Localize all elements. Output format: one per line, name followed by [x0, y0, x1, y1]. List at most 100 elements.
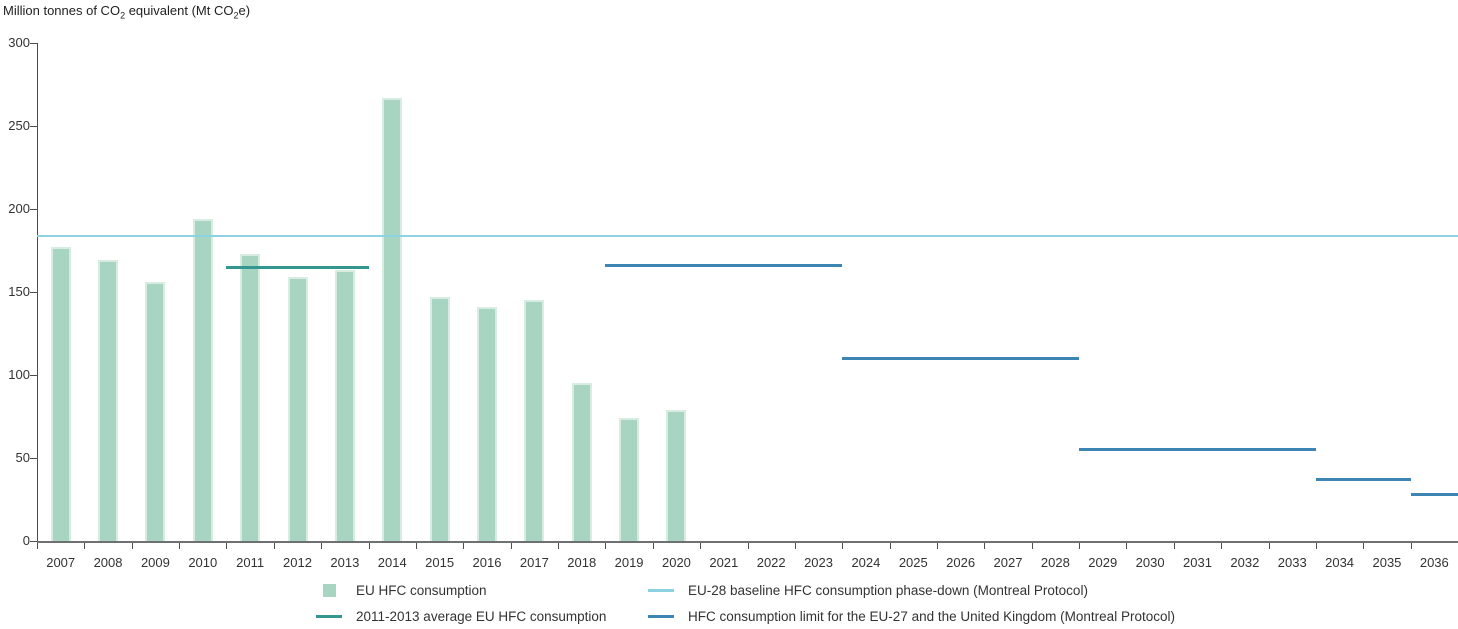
bar-2008	[98, 260, 119, 541]
legend-label: HFC consumption limit for the EU-27 and …	[688, 609, 1175, 624]
x-tick-label-2020: 2020	[661, 555, 691, 570]
line-hfc-consumption-limit-segment	[1410, 493, 1458, 497]
y-tick-mark	[30, 541, 37, 542]
y-tick-label-200: 200	[8, 201, 30, 216]
legend-column-right: EU-28 baseline HFC consumption phase-dow…	[648, 582, 1175, 625]
x-tick-mark	[605, 543, 607, 549]
x-tick-mark	[37, 543, 38, 549]
bar-2007	[50, 247, 71, 541]
legend-label: EU HFC consumption	[356, 583, 487, 598]
line-average-2011-2013-segment	[226, 265, 369, 269]
chart-title: Million tonnes of CO2 equivalent (Mt CO2…	[3, 3, 250, 21]
x-tick-label-2015: 2015	[425, 555, 455, 570]
x-tick-mark	[1173, 543, 1175, 549]
legend-marker-wrap	[316, 615, 342, 618]
x-tick-label-2010: 2010	[188, 555, 218, 570]
bar-swatch-icon	[322, 584, 336, 597]
x-tick-mark	[652, 543, 654, 549]
x-tick-label-2033: 2033	[1277, 555, 1307, 570]
line-swatch-icon	[316, 615, 342, 618]
y-tick-label-250: 250	[8, 118, 30, 133]
x-tick-label-2019: 2019	[614, 555, 644, 570]
legend-marker-wrap	[648, 615, 674, 618]
x-tick-mark	[226, 543, 228, 549]
x-tick-label-2024: 2024	[851, 555, 881, 570]
x-tick-label-2027: 2027	[993, 555, 1023, 570]
y-tick-label-100: 100	[8, 367, 30, 382]
legend-item-eu-hfc-consumption: EU HFC consumption	[316, 582, 648, 599]
x-tick-label-2035: 2035	[1372, 555, 1402, 570]
x-tick-mark	[510, 543, 512, 549]
x-tick-label-2031: 2031	[1183, 555, 1212, 570]
y-axis-line	[37, 43, 38, 541]
y-tick-mark	[30, 458, 37, 459]
x-axis-line	[37, 541, 1458, 543]
bar-2016	[476, 306, 497, 541]
y-tick-label-300: 300	[8, 35, 30, 50]
line-eu28-baseline-phase-down-segment	[37, 234, 1458, 237]
x-tick-mark	[1079, 543, 1081, 549]
x-tick-mark	[794, 543, 796, 549]
bar-2017	[524, 300, 545, 541]
y-tick-mark	[30, 43, 37, 44]
chart-title-subscript: 2	[233, 10, 239, 21]
x-tick-mark	[321, 543, 323, 549]
legend: EU HFC consumption 2011-2013 average EU …	[316, 582, 1175, 625]
line-hfc-consumption-limit-segment	[605, 263, 843, 267]
bar-2019	[619, 418, 640, 541]
y-tick-label-0: 0	[22, 533, 30, 548]
x-tick-label-2022: 2022	[756, 555, 786, 570]
y-tick-label-50: 50	[15, 450, 30, 465]
y-tick-mark	[30, 209, 37, 210]
x-tick-label-2017: 2017	[519, 555, 549, 570]
x-tick-label-2030: 2030	[1135, 555, 1165, 570]
line-hfc-consumption-limit-segment	[842, 356, 1080, 360]
x-tick-label-2034: 2034	[1325, 555, 1355, 570]
x-tick-mark	[558, 543, 560, 549]
bar-2015	[429, 296, 450, 541]
x-tick-mark	[84, 543, 86, 549]
x-tick-mark	[1410, 543, 1412, 549]
x-tick-label-2023: 2023	[804, 555, 833, 570]
chart-title-subscript: 2	[120, 10, 126, 21]
x-tick-mark	[1363, 543, 1365, 549]
y-tick-mark	[30, 126, 37, 127]
x-tick-mark	[179, 543, 181, 549]
x-tick-mark	[1031, 543, 1033, 549]
x-tick-mark	[273, 543, 275, 549]
x-tick-label-2018: 2018	[567, 555, 597, 570]
legend-label: 2011-2013 average EU HFC consumption	[356, 609, 607, 624]
x-tick-label-2021: 2021	[709, 555, 739, 570]
x-tick-label-2011: 2011	[236, 555, 265, 570]
x-tick-label-2029: 2029	[1088, 555, 1118, 570]
legend-item-eu28-baseline: EU-28 baseline HFC consumption phase-dow…	[648, 582, 1175, 599]
x-tick-label-2036: 2036	[1419, 555, 1449, 570]
x-tick-mark	[1268, 543, 1270, 549]
y-tick-label-150: 150	[8, 284, 30, 299]
x-tick-mark	[463, 543, 465, 549]
legend-marker-wrap	[648, 589, 674, 592]
line-hfc-consumption-limit-segment	[1315, 478, 1411, 482]
x-tick-mark	[700, 543, 702, 549]
chart-title-text: e)	[238, 3, 251, 18]
chart-title-text: Million tonnes of CO	[3, 3, 121, 18]
legend-label: EU-28 baseline HFC consumption phase-dow…	[688, 583, 1088, 598]
x-tick-label-2014: 2014	[377, 555, 407, 570]
legend-item-hfc-limit: HFC consumption limit for the EU-27 and …	[648, 608, 1175, 625]
chart-title-text: equivalent (Mt CO	[125, 3, 234, 18]
legend-marker-wrap	[316, 584, 342, 597]
x-tick-mark	[1315, 543, 1317, 549]
bar-2020	[666, 409, 687, 541]
x-tick-mark	[1126, 543, 1128, 549]
x-tick-label-2028: 2028	[1040, 555, 1070, 570]
x-tick-mark	[936, 543, 938, 549]
legend-item-2011-2013-average: 2011-2013 average EU HFC consumption	[316, 608, 648, 625]
bar-2010	[192, 218, 213, 541]
x-tick-mark	[131, 543, 133, 549]
bar-2011	[240, 253, 261, 541]
x-tick-mark	[889, 543, 891, 549]
x-tick-label-2026: 2026	[946, 555, 976, 570]
x-tick-label-2032: 2032	[1230, 555, 1260, 570]
